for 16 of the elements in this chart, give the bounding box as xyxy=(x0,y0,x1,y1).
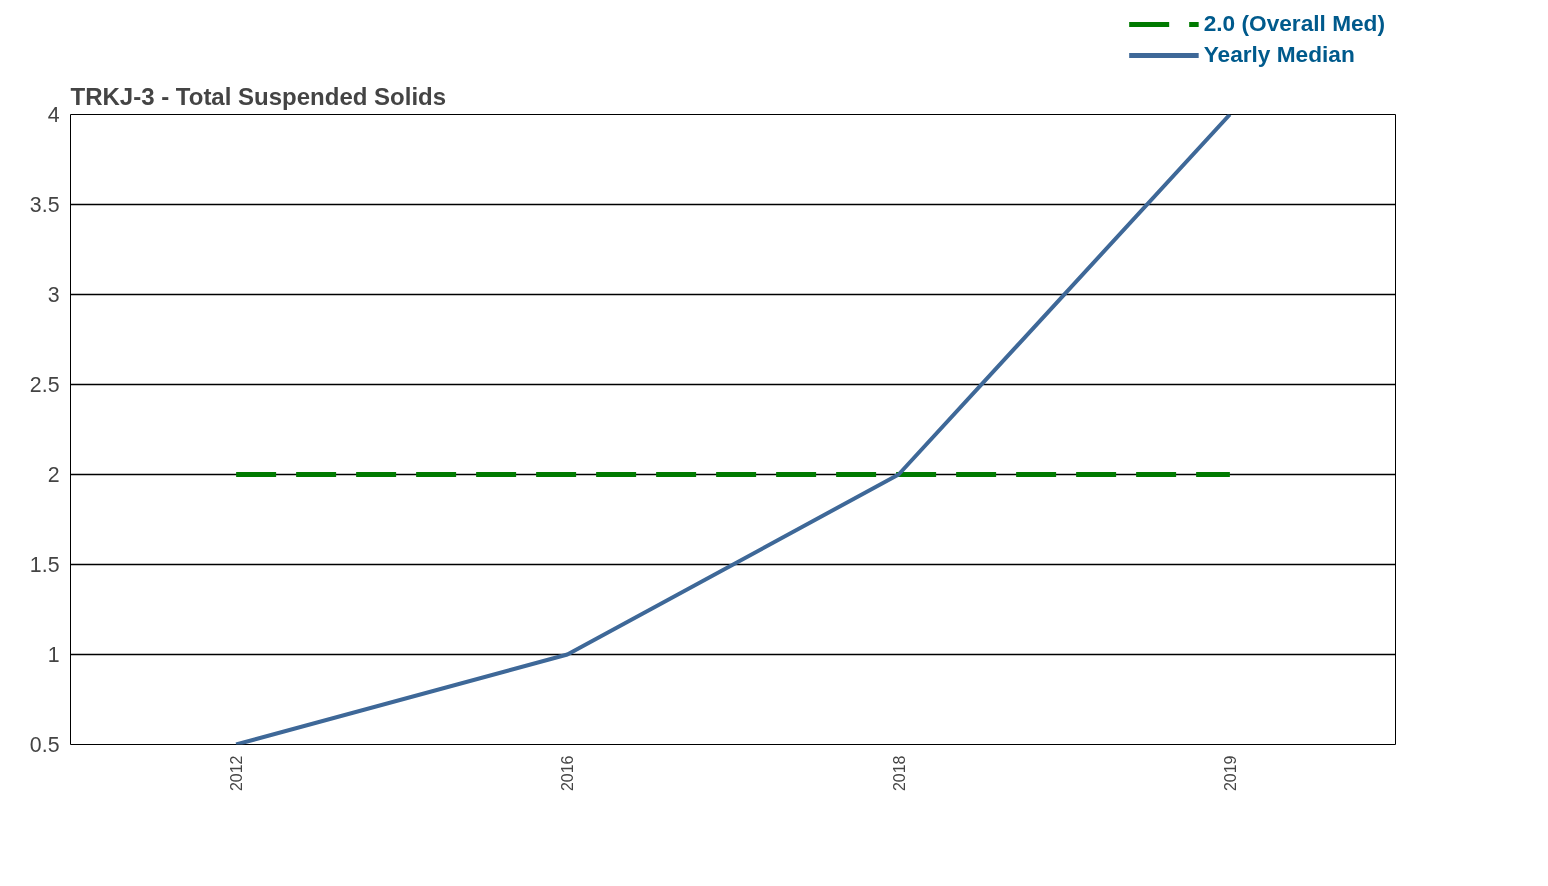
x-tick-label: 2012 xyxy=(228,755,246,792)
x-tick-label: 2019 xyxy=(1221,755,1239,792)
x-tick-label: 2016 xyxy=(559,755,577,792)
legend-label: Yearly Median xyxy=(1203,41,1355,68)
y-tick-label: 3 xyxy=(47,283,60,307)
y-tick-label: 4 xyxy=(47,103,60,127)
chart-title: TRKJ-3 - Total Suspended Solids xyxy=(70,82,447,110)
legend-label: 2.0 (Overall Med) xyxy=(1203,10,1385,37)
y-tick-label: 2 xyxy=(47,463,60,487)
line-series xyxy=(234,114,1232,745)
y-tick-label: 3.5 xyxy=(29,193,60,217)
y-tick-label: 1 xyxy=(47,643,60,667)
y-tick-label: 1.5 xyxy=(29,553,60,577)
x-tick-label: 2018 xyxy=(890,755,908,792)
y-tick-label: 0.5 xyxy=(29,733,60,757)
y-tick-label: 2.5 xyxy=(29,373,60,397)
